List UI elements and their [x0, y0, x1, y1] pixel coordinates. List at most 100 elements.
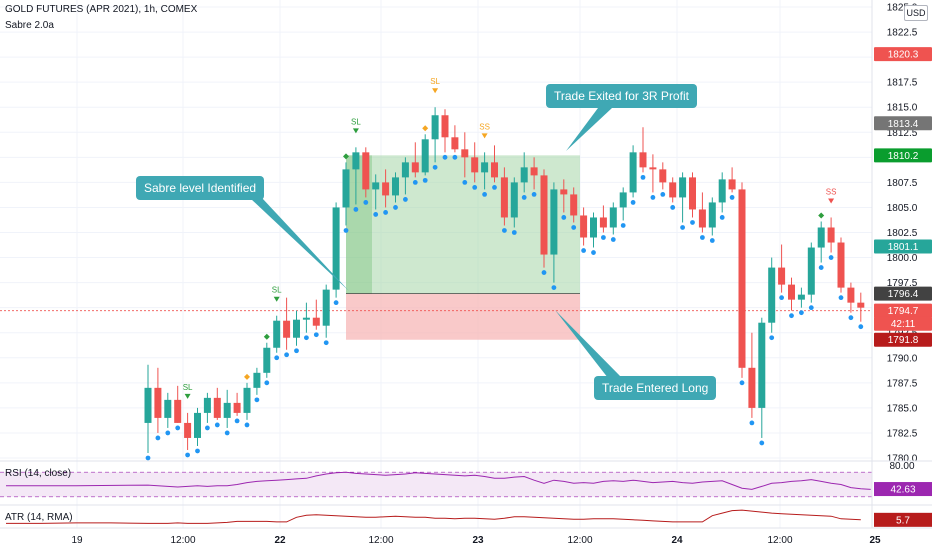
- stop-dot: [541, 270, 547, 275]
- stop-dot: [333, 300, 339, 306]
- stop-dot: [343, 228, 349, 233]
- candle-body: [778, 267, 786, 285]
- stop-dot: [620, 223, 626, 228]
- signal-arrow: [352, 128, 359, 134]
- price-badge: [874, 148, 932, 163]
- signal-label: SS: [479, 122, 490, 131]
- stop-dot: [304, 335, 309, 341]
- stop-dot: [254, 397, 260, 403]
- stop-dot: [779, 295, 784, 301]
- time-tick-label: 24: [671, 535, 683, 546]
- time-tick-label: 12:00: [368, 535, 393, 546]
- stop-dot: [808, 305, 814, 311]
- atr-value-badge: [874, 512, 932, 527]
- candle-body: [481, 162, 489, 173]
- candle-body: [293, 319, 300, 338]
- stop-dot: [581, 248, 586, 253]
- stop-dot: [502, 228, 507, 233]
- time-tick-label: 12:00: [567, 535, 592, 546]
- candle-body: [184, 422, 192, 438]
- candle-body: [441, 115, 449, 138]
- candle-body: [491, 162, 498, 178]
- stop-dot: [452, 154, 458, 160]
- stop-dot: [561, 215, 567, 220]
- price-tick-label: 1815.0: [887, 103, 918, 114]
- candle-body: [679, 177, 687, 198]
- stop-dot: [818, 265, 824, 270]
- currency-button[interactable]: USD: [904, 5, 928, 21]
- stop-dot: [363, 200, 369, 205]
- callout-pointer: [555, 310, 622, 378]
- candle-body: [461, 149, 469, 158]
- stop-dot: [848, 315, 854, 321]
- rsi-pane: [0, 471, 872, 498]
- stop-dot: [205, 425, 210, 431]
- stop-dot: [492, 184, 497, 190]
- price-badge-label: 1810.2: [888, 151, 919, 162]
- price-tick-label: 1825.0: [887, 3, 918, 14]
- stop-dot: [165, 430, 171, 436]
- candle-body: [550, 189, 558, 255]
- candle-body: [144, 387, 152, 423]
- signal-diamond: [244, 373, 250, 380]
- signal-diamond: [422, 125, 429, 132]
- signal-diamond: [263, 333, 270, 340]
- stop-dot: [700, 235, 705, 240]
- signal-arrow: [432, 88, 439, 94]
- candle-body: [233, 402, 241, 413]
- price-badge-label: 1796.4: [888, 289, 919, 300]
- candle-body: [619, 192, 627, 208]
- stop-dot: [729, 195, 735, 200]
- candle-body: [718, 179, 726, 203]
- stop-dot: [482, 192, 487, 197]
- stop-dot: [769, 335, 775, 341]
- candle-body: [827, 227, 835, 243]
- candle-body: [738, 189, 746, 368]
- candle-body: [797, 294, 805, 300]
- candle-body: [748, 367, 756, 408]
- candle-body: [728, 179, 736, 190]
- candle-body: [847, 287, 855, 303]
- stop-dot: [403, 197, 408, 202]
- candle-body: [560, 189, 568, 195]
- candle-body: [302, 317, 310, 320]
- candle-body: [154, 387, 162, 418]
- price-badge: [874, 332, 932, 347]
- price-badge-label: 1820.3: [888, 50, 919, 61]
- stop-dot: [858, 324, 864, 330]
- candle-body: [223, 402, 231, 418]
- candle-body: [590, 217, 597, 238]
- price-tick-label: 1802.5: [887, 228, 918, 239]
- candle-body: [164, 399, 172, 418]
- candle-body: [669, 182, 677, 198]
- stop-dot: [749, 420, 755, 426]
- stop-dot: [234, 418, 240, 424]
- stop-dot: [244, 422, 250, 428]
- stop-dot: [462, 179, 468, 185]
- price-badge: [874, 303, 932, 318]
- candle-body: [273, 320, 281, 348]
- rsi-line: [6, 471, 871, 490]
- candle-body: [530, 167, 538, 176]
- stop-dot: [373, 212, 379, 217]
- candle-body: [283, 320, 291, 338]
- rsi-label: RSI (14, close): [5, 468, 72, 479]
- price-tick-label: 1787.5: [887, 378, 918, 389]
- candle-body: [352, 152, 360, 170]
- signal-arrow: [184, 393, 191, 399]
- candles: [144, 107, 865, 461]
- candle-body: [540, 175, 548, 255]
- stop-dot: [591, 250, 596, 255]
- stop-dot: [313, 332, 319, 338]
- price-badge-label: 1791.8: [888, 335, 919, 346]
- candle-body: [431, 115, 439, 140]
- candle-body: [708, 202, 716, 228]
- stop-dot: [145, 455, 151, 461]
- candle-body: [698, 209, 706, 228]
- stop-dot: [472, 184, 478, 190]
- stop-dot: [383, 210, 388, 215]
- rsi-band: [0, 472, 872, 497]
- stop-dot: [422, 177, 428, 183]
- candle-body: [570, 194, 578, 216]
